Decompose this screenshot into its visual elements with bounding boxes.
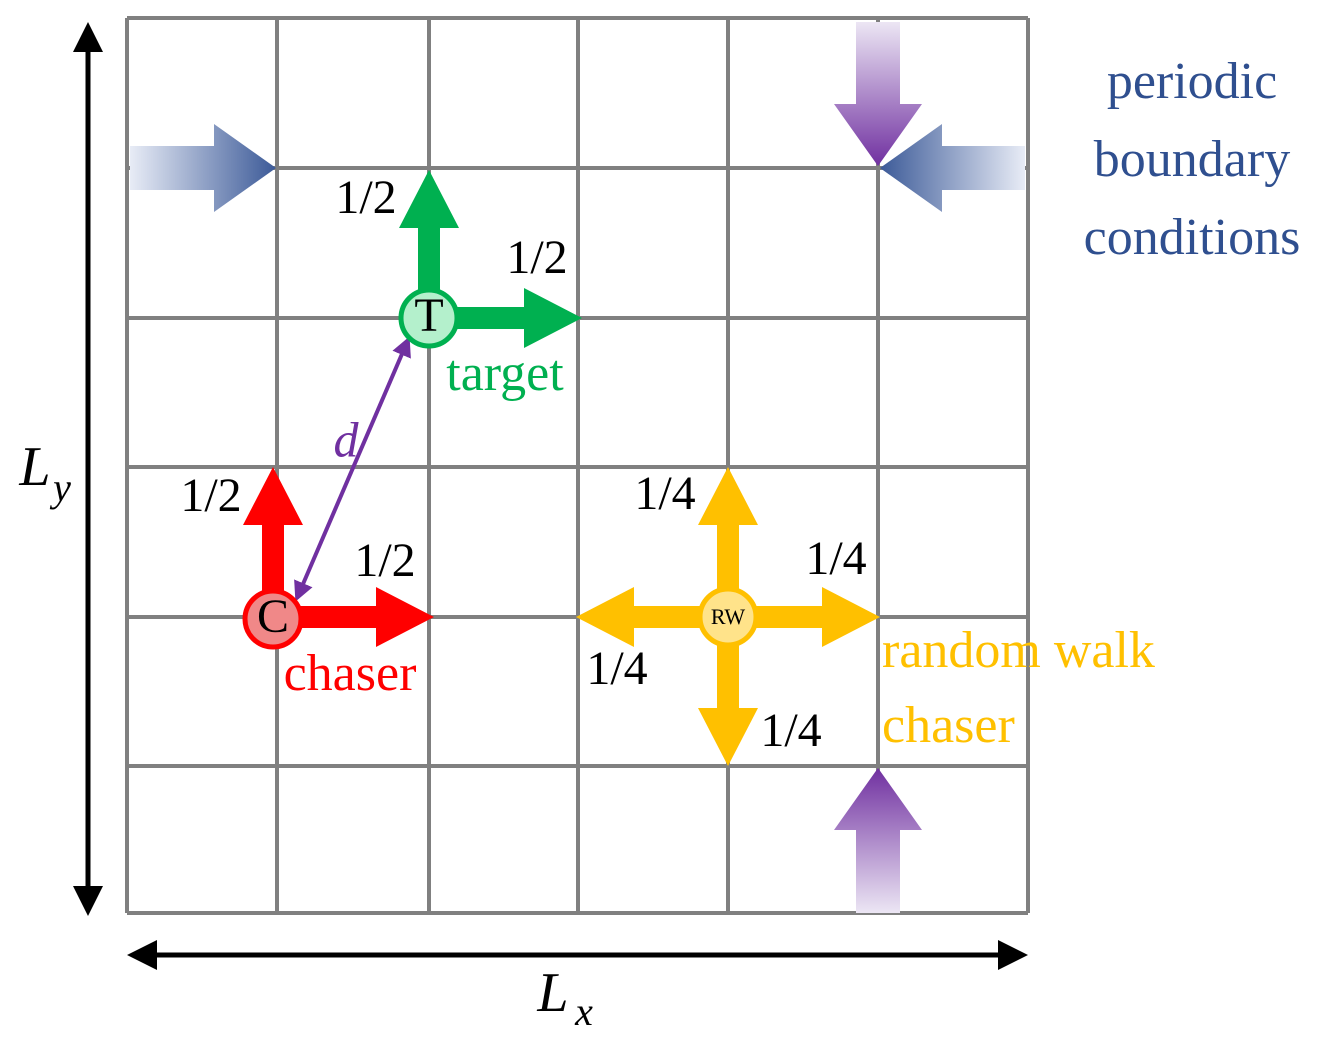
- label-line: boundary: [1094, 131, 1290, 188]
- boundary-label: periodic boundary conditions: [1084, 53, 1301, 266]
- rw-node: [697, 586, 759, 648]
- arrow: [698, 467, 758, 600]
- arrow: [399, 170, 459, 300]
- arrow: [576, 587, 710, 647]
- y-extent-label: L: [18, 436, 50, 498]
- arrow: [834, 768, 922, 913]
- target-label: target: [446, 345, 564, 402]
- y-extent-sub: y: [49, 465, 71, 510]
- arrow: [745, 587, 880, 647]
- probability: 1/4: [760, 704, 821, 757]
- label-line: conditions: [1084, 209, 1301, 266]
- distance-arrow: [294, 336, 411, 602]
- chaser-label: chaser: [284, 645, 417, 702]
- target-symbol: T: [414, 289, 443, 342]
- target-node: [398, 287, 460, 349]
- arrow: [290, 587, 434, 647]
- rw-symbol: RW: [711, 604, 745, 629]
- label-line: periodic: [1107, 53, 1277, 110]
- arrow: [130, 124, 276, 212]
- probability: 1/2: [180, 469, 241, 522]
- probability: 1/4: [805, 532, 866, 585]
- arrow: [698, 635, 758, 766]
- lattice: [125, 16, 1030, 915]
- arrows: [130, 22, 1025, 913]
- arrow: [834, 22, 922, 166]
- x-extent-sub: x: [574, 989, 593, 1034]
- probability: 1/4: [586, 642, 647, 695]
- probability: 1/2: [354, 534, 415, 587]
- distance-label: d: [334, 411, 360, 467]
- probability: 1/2: [506, 231, 567, 284]
- rw-label: random walk: [882, 622, 1155, 679]
- chaser-node: [242, 588, 304, 650]
- probability: 1/2: [335, 171, 396, 224]
- arrow: [450, 288, 582, 348]
- probability: 1/4: [634, 467, 695, 520]
- arrow: [243, 467, 303, 600]
- rw-label: chaser: [882, 697, 1015, 754]
- x-extent-label: L: [536, 962, 568, 1024]
- chaser-symbol: C: [257, 590, 289, 643]
- arrow: [880, 124, 1025, 212]
